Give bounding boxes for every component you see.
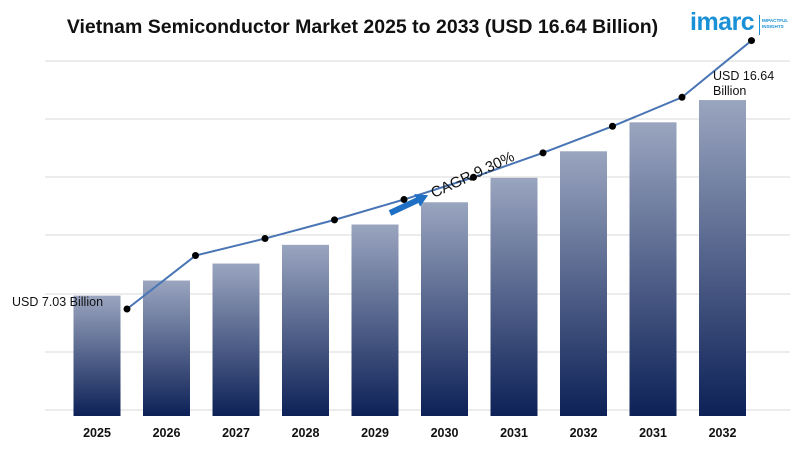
x-tick-label: 2027 xyxy=(222,426,250,440)
trend-marker-2027 xyxy=(261,235,269,243)
x-tick-label: 2028 xyxy=(292,426,320,440)
x-tick-label: 2031 xyxy=(500,426,528,440)
trend-line xyxy=(126,39,753,310)
x-tick-label: 2032 xyxy=(570,426,598,440)
trend-marker-2032 xyxy=(748,37,755,45)
end-value-label-line-2: Billion xyxy=(713,84,746,98)
x-tick-label: 2026 xyxy=(153,426,181,440)
bar-2026 xyxy=(143,280,190,416)
x-tick-label: 2025 xyxy=(83,426,111,440)
bar-2032 xyxy=(560,151,607,416)
trend-marker-2028 xyxy=(331,216,338,224)
x-axis-ticks: 2025 2026 2027 2028 2029 2030 2031 2032 2031 2032 xyxy=(83,426,736,440)
trend-marker-2030 xyxy=(470,173,477,181)
trend-marker-2025 xyxy=(123,305,131,313)
bar-2028 xyxy=(282,244,329,416)
chart-title: Vietnam Semiconductor Market 2025 to 203… xyxy=(66,16,659,38)
logo-tagline-line-1: IMPACTFUL xyxy=(762,18,789,23)
bar-2025 xyxy=(73,295,121,416)
trend-marker-2031 xyxy=(678,93,686,101)
logo-divider xyxy=(759,15,760,35)
trend-marker-2029 xyxy=(400,196,408,204)
logo-tagline-line-2: INSIGHTS xyxy=(762,24,784,29)
trend-line-group xyxy=(123,37,755,313)
x-tick-label: 2032 xyxy=(709,426,737,440)
bar-2031 xyxy=(490,177,538,416)
logo-wordmark: imarc xyxy=(690,8,755,36)
trend-marker-2026 xyxy=(192,252,199,260)
bar-2030 xyxy=(421,202,468,416)
bar-2032 xyxy=(699,100,746,417)
end-value-label-line-1: USD 16.64 xyxy=(713,69,774,83)
logo-tagline: IMPACTFUL INSIGHTS xyxy=(762,18,788,30)
start-value-label: USD 7.03 Billion xyxy=(12,295,103,309)
cagr-arrow-icon xyxy=(388,193,429,216)
trend-marker-2031 xyxy=(539,149,547,157)
bars xyxy=(73,100,746,417)
x-tick-label: 2030 xyxy=(431,426,459,440)
bar-2029 xyxy=(351,224,399,416)
trend-marker-2032 xyxy=(609,122,616,130)
imarc-logo: imarc IMPACTFUL INSIGHTS xyxy=(690,8,795,40)
bar-2027 xyxy=(212,263,260,416)
bar-2031 xyxy=(629,122,677,416)
x-tick-label: 2029 xyxy=(361,426,389,440)
x-tick-label: 2031 xyxy=(639,426,667,440)
